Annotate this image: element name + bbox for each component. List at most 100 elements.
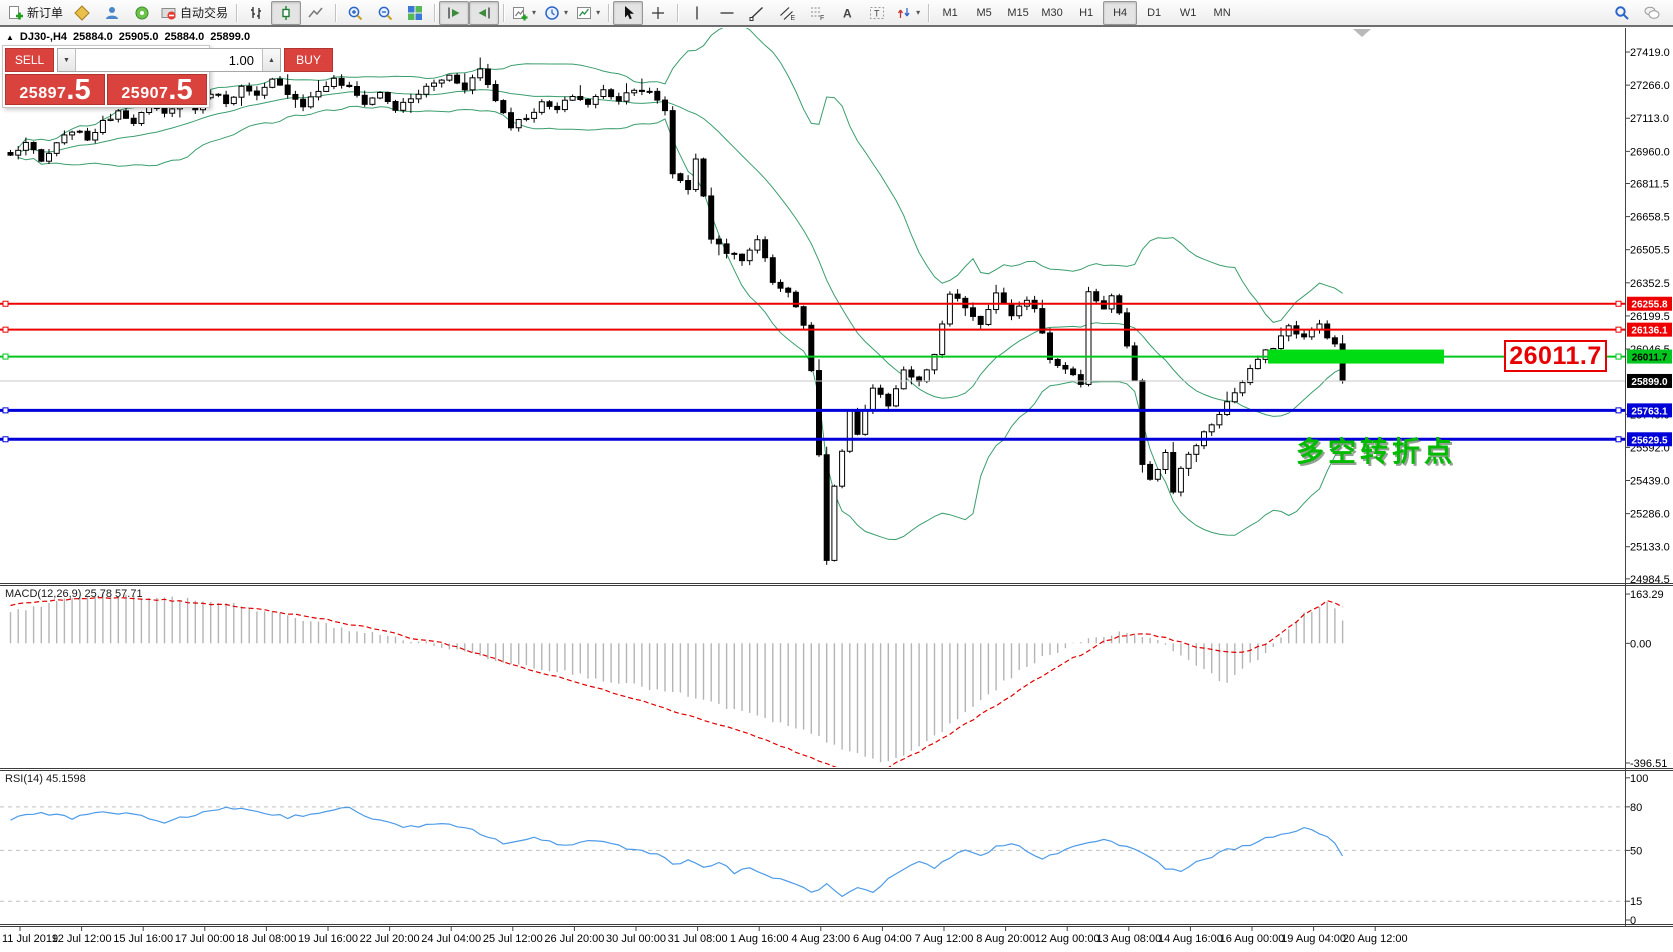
equidistant-channel-button[interactable]: E: [772, 1, 802, 25]
tf-m15[interactable]: M15: [1001, 1, 1035, 25]
toolbar-group-zoom: [340, 0, 430, 26]
volume-decrease-icon[interactable]: ▼: [58, 49, 76, 71]
volume-increase-icon[interactable]: ▲: [262, 49, 280, 71]
text-button[interactable]: A: [832, 1, 862, 25]
label-button[interactable]: T: [862, 1, 892, 25]
price-axis-badge: [1627, 296, 1672, 311]
candlestick-button[interactable]: [271, 0, 302, 25]
ohlc-bars-icon: [251, 6, 262, 19]
toolbar-group-trade: 新订单 自动交易: [4, 0, 232, 26]
svg-text:12 Jul 12:00: 12 Jul 12:00: [52, 933, 112, 945]
tf-mn[interactable]: MN: [1205, 1, 1239, 25]
chevron-down-icon[interactable]: ▾: [564, 8, 569, 17]
tf-m5[interactable]: M5: [967, 1, 1001, 25]
one-click-trade-panel: SELL ▼ ▲ BUY 25897 .5 25907 .5: [2, 45, 333, 108]
horizontal-line-button[interactable]: [712, 1, 742, 25]
volume-input[interactable]: [76, 49, 262, 71]
scroll-to-end-icon[interactable]: [1353, 29, 1371, 37]
svg-text:20 Aug 12:00: 20 Aug 12:00: [1343, 933, 1408, 945]
zoom-in-button[interactable]: [340, 1, 370, 25]
line-handle[interactable]: [2, 300, 9, 307]
line-handle[interactable]: [1615, 300, 1622, 307]
price-axis[interactable]: 27419.0 27266.0 27113.0 26960.0 26811.5 26658…: [1625, 28, 1672, 927]
pivot-annotation-text[interactable]: 多空转折点: [1296, 436, 1457, 467]
price-axis-badge: [1627, 373, 1672, 388]
line-chart-button[interactable]: [301, 1, 331, 25]
svg-text:26811.5: 26811.5: [1630, 178, 1669, 190]
pivot-price-label[interactable]: 26011.7: [1504, 340, 1607, 372]
buy-price-main: 25907: [121, 85, 169, 103]
arrows-button[interactable]: ▾: [892, 1, 924, 25]
line-handle[interactable]: [1615, 326, 1622, 333]
macd-signal-line: [10, 596, 1343, 767]
label-icon: T: [870, 6, 885, 19]
equidistant-channel-icon: E: [780, 6, 795, 21]
svg-text:25286.0: 25286.0: [1630, 509, 1670, 521]
tf-m1[interactable]: M1: [933, 1, 967, 25]
chevron-down-icon[interactable]: ▾: [596, 8, 601, 17]
line-handle[interactable]: [1615, 353, 1622, 360]
toolbar: 新订单 自动交易 ▾ ▾ ▾ E F A T ▾ M1 M5 M15 M30 H1 H4 D1 W1 MN: [0, 0, 1673, 27]
vertical-line-button[interactable]: [682, 1, 712, 25]
new-order-button[interactable]: 新订单: [4, 1, 67, 25]
fibonacci-button[interactable]: F: [802, 1, 832, 25]
profile-button[interactable]: [97, 1, 127, 25]
line-handle[interactable]: [2, 326, 9, 333]
chart-shift-button[interactable]: [469, 0, 500, 25]
ohlc-bars-button[interactable]: [241, 1, 271, 25]
sell-price-box[interactable]: 25897 .5: [5, 74, 105, 105]
line-handle[interactable]: [1615, 407, 1622, 414]
window-button[interactable]: [67, 1, 97, 25]
sell-price-frac: .5: [66, 74, 91, 107]
template-button[interactable]: ▾: [572, 1, 604, 25]
toolbar-separator: [434, 3, 436, 22]
tf-h1[interactable]: H1: [1069, 1, 1103, 25]
tf-d1[interactable]: D1: [1137, 1, 1171, 25]
window-icon: [74, 4, 90, 21]
svg-text:26011.7: 26011.7: [1632, 353, 1668, 364]
toolbar-group-draw: E F A T ▾: [682, 0, 924, 26]
pivot-highlight-bar[interactable]: [1268, 349, 1444, 364]
buy-button[interactable]: BUY: [284, 48, 333, 72]
tile-windows-button[interactable]: [400, 1, 430, 25]
period-button[interactable]: ▾: [540, 1, 572, 25]
svg-text:4 Aug 23:00: 4 Aug 23:00: [791, 933, 850, 945]
svg-text:27419.0: 27419.0: [1630, 47, 1670, 59]
chat-button[interactable]: [1637, 1, 1667, 25]
auto-scroll-button[interactable]: [439, 0, 470, 25]
tf-mn-label: MN: [1213, 6, 1231, 19]
svg-text:26960.0: 26960.0: [1630, 146, 1670, 158]
sell-button[interactable]: SELL: [5, 48, 54, 72]
crosshair-button[interactable]: [643, 1, 673, 25]
zoom-out-button[interactable]: [370, 1, 400, 25]
svg-text:25629.5: 25629.5: [1631, 435, 1668, 446]
svg-text:17 Jul 00:00: 17 Jul 00:00: [175, 933, 235, 945]
cursor-button[interactable]: [613, 0, 644, 25]
tf-m30[interactable]: M30: [1035, 1, 1069, 25]
market-button[interactable]: [127, 1, 157, 25]
chevron-down-icon[interactable]: ▾: [532, 8, 537, 17]
new-chart-button[interactable]: ▾: [508, 1, 540, 25]
new-order-button-label: 新订单: [27, 6, 64, 20]
tf-m1-label: M1: [942, 6, 958, 19]
tf-w1[interactable]: W1: [1171, 1, 1205, 25]
search-button[interactable]: [1607, 1, 1637, 25]
line-handle[interactable]: [1615, 436, 1622, 443]
collapse-panel-icon[interactable]: ▲: [6, 32, 14, 42]
line-handle[interactable]: [2, 436, 9, 443]
chevron-down-icon[interactable]: ▾: [916, 8, 921, 17]
svg-text:80: 80: [1630, 802, 1642, 814]
svg-text:T: T: [874, 8, 880, 18]
autotrading-button[interactable]: 自动交易: [157, 1, 232, 25]
tf-h4[interactable]: H4: [1103, 0, 1138, 25]
line-handle[interactable]: [2, 407, 9, 414]
sell-price-main: 25897: [19, 85, 67, 103]
toolbar-separator: [608, 3, 610, 22]
buy-price-box[interactable]: 25907 .5: [107, 74, 207, 105]
line-handle[interactable]: [2, 353, 9, 360]
trendline-button[interactable]: [742, 1, 772, 25]
trendline-icon: [749, 6, 764, 21]
